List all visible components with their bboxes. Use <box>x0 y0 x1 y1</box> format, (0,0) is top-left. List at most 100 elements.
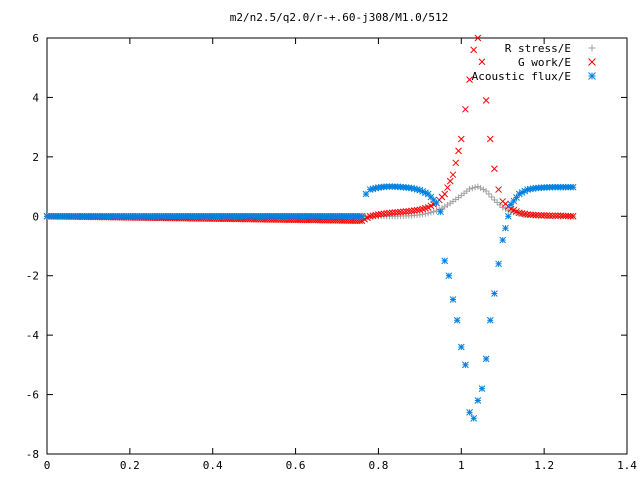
data-point <box>375 211 382 218</box>
x-tick-label: 1.4 <box>617 459 637 472</box>
data-point <box>485 191 492 197</box>
x-tick-label: 0 <box>44 459 51 472</box>
data-point <box>433 199 440 207</box>
y-tick-label: -8 <box>26 448 39 461</box>
x-tick-label: 0.2 <box>120 459 140 472</box>
data-point <box>383 209 391 217</box>
data-point <box>495 260 502 268</box>
data-point <box>554 212 562 220</box>
data-point <box>402 208 410 215</box>
data-point <box>499 204 506 211</box>
data-point <box>453 316 461 324</box>
data-point <box>543 212 551 219</box>
legend-label: Acoustic flux/E <box>472 70 571 83</box>
data-point <box>445 272 453 280</box>
data-point <box>449 171 457 179</box>
data-point <box>524 211 531 218</box>
data-point <box>388 209 396 217</box>
axis-ticks: 0 0.2 0.4 0.6 0.8 1 1.2 1.4 -8 -6 -4 -2 0 2 4 6 <box>26 32 638 472</box>
data-point <box>469 185 476 192</box>
y-tick-label: 2 <box>32 151 39 164</box>
data-point <box>380 210 388 218</box>
data-point <box>466 409 473 416</box>
data-point <box>551 212 559 220</box>
data-point <box>452 159 460 167</box>
data-point <box>474 34 482 42</box>
data-point <box>466 185 473 192</box>
data-point <box>564 212 572 220</box>
data-point <box>444 184 451 191</box>
data-point <box>482 97 490 104</box>
data-point <box>483 188 490 195</box>
series-2 <box>43 183 577 422</box>
data-point <box>529 211 537 219</box>
data-point <box>397 208 404 216</box>
data-point <box>430 208 437 215</box>
data-point <box>499 236 507 244</box>
data-point <box>478 58 486 66</box>
data-point <box>491 290 498 297</box>
legend-marker <box>588 72 596 80</box>
data-point <box>377 210 385 218</box>
data-point <box>535 211 542 219</box>
data-point <box>538 211 545 219</box>
y-tick-label: 0 <box>32 210 39 223</box>
data-point <box>482 355 490 363</box>
data-point <box>391 209 399 216</box>
y-tick-label: 4 <box>32 91 39 104</box>
data-point <box>557 212 565 220</box>
data-point <box>358 212 366 220</box>
data-point <box>488 193 495 200</box>
data-point <box>549 212 556 220</box>
x-tick-label: 0.8 <box>368 459 388 472</box>
legend-marker <box>588 58 596 66</box>
data-point <box>394 208 402 216</box>
data-point <box>470 46 478 54</box>
data-point <box>480 186 487 193</box>
data-point <box>470 414 478 422</box>
data-point <box>477 185 484 192</box>
data-point <box>486 135 494 143</box>
data-series <box>43 34 577 422</box>
data-point <box>569 212 577 220</box>
data-point <box>386 209 393 217</box>
series-1 <box>43 34 577 225</box>
data-point <box>502 224 509 232</box>
data-point <box>457 135 465 143</box>
y-tick-label: -2 <box>26 270 39 283</box>
data-point <box>462 361 469 369</box>
data-point <box>526 211 534 219</box>
data-point <box>486 316 494 324</box>
x-tick-label: 0.4 <box>203 459 223 472</box>
data-point <box>455 147 462 155</box>
plot-frame <box>46 37 628 455</box>
data-point <box>457 343 465 351</box>
data-point <box>410 207 418 214</box>
data-point <box>504 212 512 220</box>
data-point <box>478 385 486 392</box>
data-point <box>408 207 415 215</box>
data-point <box>540 212 548 219</box>
data-point <box>413 206 421 214</box>
x-tick-label: 0.6 <box>286 459 306 472</box>
y-tick-label: 6 <box>32 32 39 45</box>
data-point <box>405 207 413 215</box>
data-point <box>532 211 540 219</box>
data-point <box>446 177 454 185</box>
data-point <box>569 183 577 191</box>
chart-title: m2/n2.5/q2.0/r-+.60-j308/M1.0/512 <box>230 11 449 24</box>
data-point <box>491 165 498 173</box>
data-point <box>437 208 444 216</box>
y-tick-label: -4 <box>26 329 40 342</box>
data-point <box>466 76 473 83</box>
y-tick-label: -6 <box>26 389 39 402</box>
data-point <box>559 212 567 220</box>
x-tick-label: 1 <box>458 459 465 472</box>
legend-label: G work/E <box>518 56 571 69</box>
data-point <box>567 212 575 220</box>
x-tick-label: 1.2 <box>534 459 554 472</box>
data-point <box>462 105 469 113</box>
legend-label: R stress/E <box>505 42 571 55</box>
data-point <box>472 184 479 191</box>
